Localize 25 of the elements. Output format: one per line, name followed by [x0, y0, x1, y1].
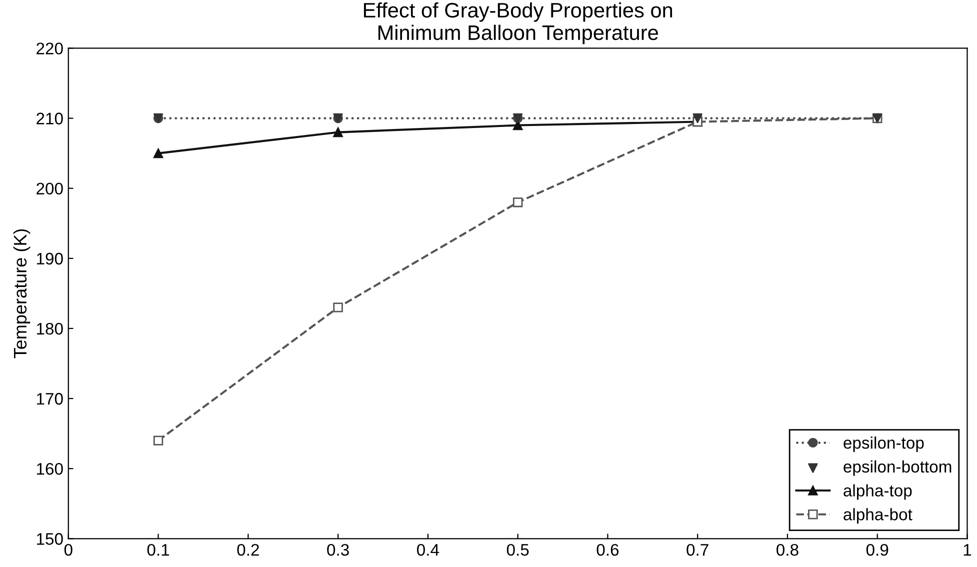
y-tick-label: 160	[36, 462, 63, 475]
y-tick-label: 170	[36, 392, 63, 405]
legend-label: epsilon-bottom	[844, 460, 952, 476]
legend-label: alpha-top	[844, 484, 912, 500]
y-tick-label: 150	[36, 533, 63, 545]
x-tick-label: 0.6	[596, 544, 619, 556]
x-tick-label: 0.9	[866, 544, 888, 556]
legend-label: epsilon-top	[844, 436, 924, 452]
y-tick-label: 220	[36, 42, 63, 54]
y-tick-label: 200	[36, 182, 63, 195]
y-tick-label: 190	[36, 252, 63, 265]
x-tick-label: 1	[964, 544, 972, 556]
x-tick-label: 0.1	[147, 544, 170, 556]
x-tick-label: 0.8	[776, 544, 798, 556]
x-tick-label: 0.5	[506, 544, 529, 556]
y-axis-title: Temperature (K)	[13, 229, 30, 358]
x-tick-label: 0.7	[686, 544, 708, 556]
x-tick-label: 0.2	[237, 544, 259, 556]
y-tick-label: 180	[36, 322, 63, 335]
y-tick-label: 210	[36, 112, 63, 124]
x-tick-label: 0	[64, 544, 72, 556]
chart-title: Effect of Gray-Body Properties on Minimum Balloon Temperature	[364, 2, 672, 44]
x-tick-label: 0.4	[416, 544, 440, 556]
legend-label: alpha-bot	[844, 508, 912, 524]
x-tick-label: 0.3	[327, 544, 349, 556]
